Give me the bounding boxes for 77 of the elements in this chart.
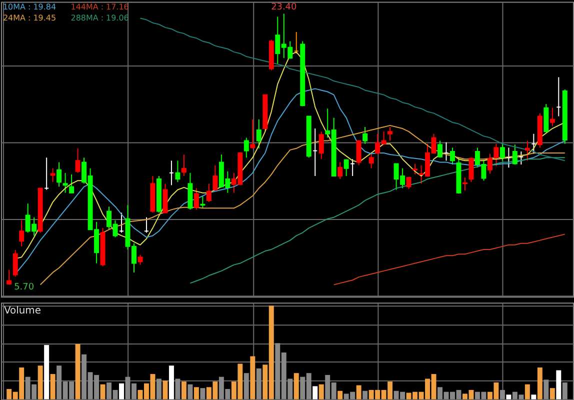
- candlestick: [69, 174, 74, 194]
- candlestick: [194, 188, 199, 210]
- candlestick: [500, 143, 505, 162]
- candlestick: [550, 107, 555, 127]
- bar: [506, 394, 512, 400]
- bar: [318, 384, 324, 400]
- candlestick: [487, 153, 492, 174]
- bar: [312, 386, 318, 400]
- candlestick: [338, 162, 343, 180]
- candlestick: [162, 183, 168, 214]
- text: 23.40: [271, 2, 297, 13]
- candlestick: [406, 176, 412, 190]
- bar: [75, 344, 80, 400]
- candlestick: [318, 131, 324, 160]
- bar: [244, 373, 249, 400]
- candlestick: [388, 126, 393, 142]
- candlestick: [468, 157, 474, 183]
- candlestick: [19, 220, 24, 247]
- candlestick: [206, 183, 212, 203]
- bar: [524, 384, 530, 400]
- candlestick: [138, 254, 143, 266]
- bar: [50, 374, 56, 400]
- candlestick: [450, 147, 455, 165]
- bar: [119, 383, 124, 400]
- bar: [156, 378, 162, 400]
- text: 10MA : 19.84: [2, 2, 56, 12]
- candlestick: [362, 126, 368, 144]
- bar: [188, 384, 193, 400]
- candlestick: [344, 158, 349, 176]
- candlestick: [200, 195, 206, 209]
- candlestick: [356, 140, 362, 166]
- bar: [338, 390, 343, 400]
- bar: [44, 344, 50, 400]
- bar: [544, 380, 549, 400]
- candlestick: [412, 163, 418, 175]
- bar: [500, 390, 505, 400]
- bar: [356, 385, 362, 400]
- candlestick: [524, 140, 530, 162]
- bar: [362, 390, 368, 400]
- bar: [256, 368, 262, 400]
- bar: [250, 356, 256, 400]
- bar: [531, 394, 536, 400]
- bar: [556, 370, 562, 400]
- candlestick: [438, 140, 442, 158]
- bar: [100, 384, 106, 400]
- annotation: 5.70: [14, 282, 34, 293]
- bar: [181, 382, 186, 400]
- candlestick: [494, 143, 499, 167]
- bar: [175, 378, 180, 400]
- candlestick: [56, 162, 62, 188]
- candlestick: [462, 177, 468, 192]
- candlestick: [75, 148, 80, 174]
- candlestick: [12, 249, 18, 278]
- bar: [550, 388, 555, 400]
- candlestick: [368, 152, 374, 169]
- candlestick: [256, 118, 262, 149]
- candlestick: [212, 164, 218, 192]
- candlestick: [512, 144, 518, 165]
- bar: [168, 366, 174, 400]
- chart-title: Volume: [4, 306, 42, 317]
- bar: [162, 380, 168, 400]
- candlestick: [6, 269, 12, 286]
- candlestick: [244, 137, 249, 158]
- bar: [562, 382, 568, 400]
- candlestick: [250, 118, 256, 149]
- bar: [38, 366, 43, 400]
- text: 144MA : 17.16: [70, 2, 129, 12]
- bar: [537, 367, 542, 400]
- candlestick: [175, 160, 180, 183]
- candlestick: [181, 154, 186, 176]
- text: 24MA : 19.45: [2, 14, 56, 23]
- candlestick: [544, 104, 549, 133]
- bar: [294, 373, 299, 400]
- bar: [194, 387, 199, 400]
- candlestick: [62, 172, 68, 194]
- candlestick: [50, 168, 56, 183]
- bar: [200, 388, 206, 400]
